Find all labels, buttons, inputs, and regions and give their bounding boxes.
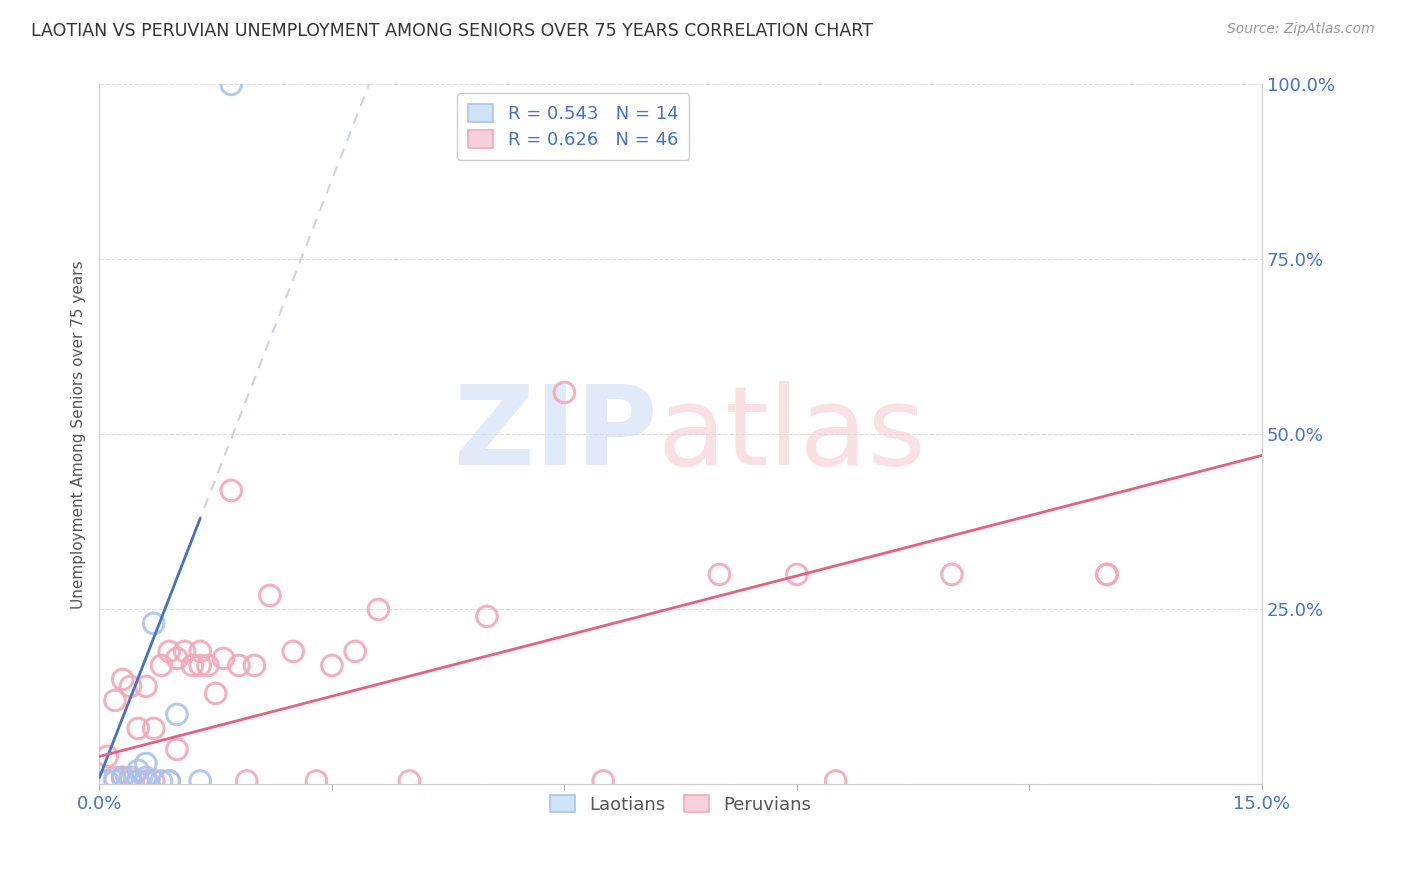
Point <box>150 658 173 673</box>
Point <box>219 78 242 92</box>
Point <box>142 722 165 736</box>
Point <box>204 686 226 700</box>
Point <box>553 385 575 400</box>
Point <box>96 773 118 788</box>
Point <box>127 764 149 778</box>
Y-axis label: Unemployment Among Seniors over 75 years: Unemployment Among Seniors over 75 years <box>72 260 86 608</box>
Point <box>127 722 149 736</box>
Point <box>135 756 157 771</box>
Point <box>786 567 808 582</box>
Point <box>166 742 188 756</box>
Point <box>235 773 257 788</box>
Point <box>305 773 328 788</box>
Point <box>188 658 211 673</box>
Point <box>228 658 250 673</box>
Point <box>243 658 266 673</box>
Point <box>157 644 180 658</box>
Point <box>166 707 188 722</box>
Point <box>157 773 180 788</box>
Point <box>344 644 367 658</box>
Point <box>475 609 498 624</box>
Point <box>127 773 149 788</box>
Point <box>259 589 281 603</box>
Point <box>96 773 118 788</box>
Legend: Laotians, Peruvians: Laotians, Peruvians <box>538 784 823 824</box>
Point <box>157 773 180 788</box>
Point <box>398 773 420 788</box>
Point <box>173 644 195 658</box>
Point <box>142 773 165 788</box>
Point <box>941 567 963 582</box>
Point <box>111 673 134 687</box>
Text: ZIP: ZIP <box>454 381 658 488</box>
Point <box>104 771 127 785</box>
Text: LAOTIAN VS PERUVIAN UNEMPLOYMENT AMONG SENIORS OVER 75 YEARS CORRELATION CHART: LAOTIAN VS PERUVIAN UNEMPLOYMENT AMONG S… <box>31 22 873 40</box>
Point <box>212 651 235 665</box>
Point <box>188 773 211 788</box>
Point <box>111 771 134 785</box>
Point <box>120 771 142 785</box>
Point <box>219 483 242 498</box>
Point <box>283 644 305 658</box>
Point <box>120 680 142 694</box>
Text: Source: ZipAtlas.com: Source: ZipAtlas.com <box>1227 22 1375 37</box>
Point <box>709 567 731 582</box>
Point <box>592 773 614 788</box>
Point <box>135 771 157 785</box>
Point <box>197 658 219 673</box>
Point <box>1095 567 1118 582</box>
Text: atlas: atlas <box>658 381 927 488</box>
Point <box>135 680 157 694</box>
Point <box>188 644 211 658</box>
Point <box>120 773 142 788</box>
Point <box>1095 567 1118 582</box>
Point <box>127 773 149 788</box>
Point <box>135 773 157 788</box>
Point <box>824 773 846 788</box>
Point <box>321 658 343 673</box>
Point <box>111 771 134 785</box>
Point <box>96 749 118 764</box>
Point <box>104 693 127 707</box>
Point <box>367 602 389 616</box>
Point <box>150 773 173 788</box>
Point <box>166 651 188 665</box>
Point <box>181 658 204 673</box>
Point <box>104 773 127 788</box>
Point <box>142 616 165 631</box>
